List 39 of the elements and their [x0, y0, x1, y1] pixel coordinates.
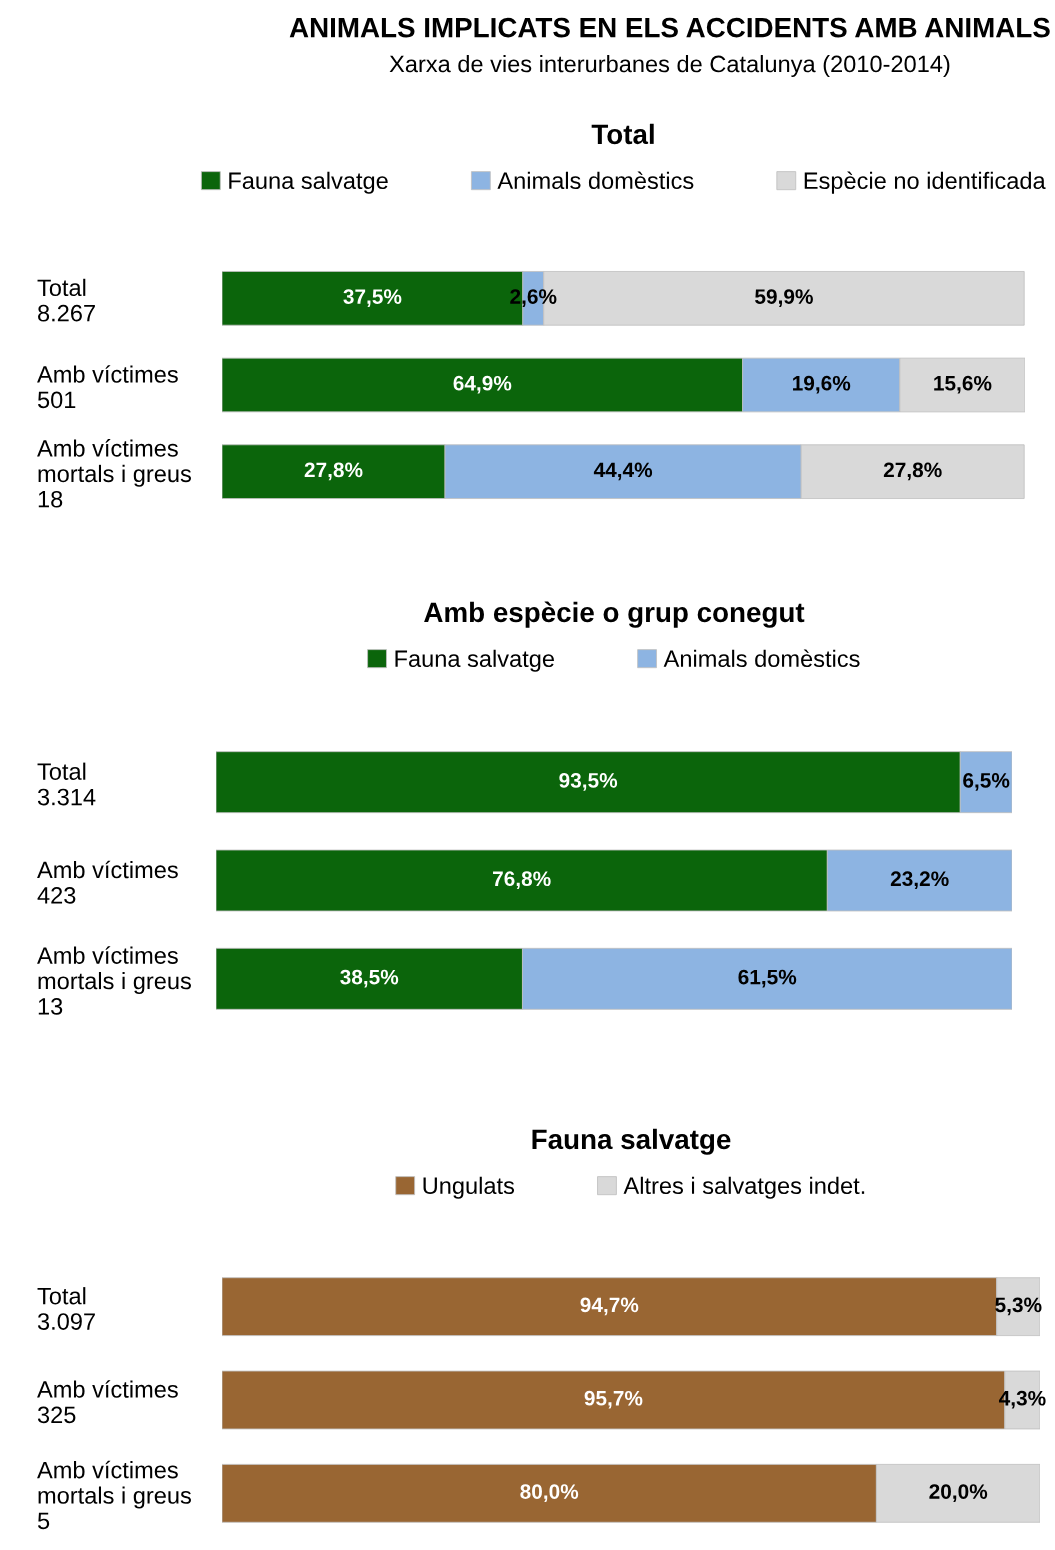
y-tick-label: Amb víctimes mortals i greus 5	[37, 1460, 191, 1530]
data-label: 93,5%	[559, 773, 618, 791]
data-label: 76,8%	[493, 871, 551, 890]
y-tick-label: Total 8.267	[37, 278, 95, 322]
y-tick-label: Amb víctimes 325	[37, 1380, 178, 1424]
y-tick-label: Total 3.097	[37, 1287, 95, 1330]
data-label: 27,8%	[304, 462, 363, 481]
data-label: 19,6%	[793, 375, 851, 394]
legend-label: Animals domèstics	[497, 171, 694, 190]
legend-label: Ungulats	[423, 1176, 515, 1199]
legend-label: Fauna salvatge	[395, 649, 554, 672]
chart-title: Amb espècie o grup conegut	[424, 601, 805, 628]
legend-label: Altres i salvatges indet.	[623, 1176, 865, 1199]
data-label: 27,8%	[883, 462, 942, 481]
data-label: 38,5%	[340, 969, 399, 988]
chart-title: Fauna salvatge	[532, 1128, 731, 1155]
legend-label: Animals domèstics	[663, 649, 860, 668]
data-label: 44,4%	[593, 462, 653, 481]
data-label: 23,2%	[890, 871, 949, 890]
text: ANIMALS IMPLICATS EN ELS ACCIDENTS AMB ANIMALS	[289, 17, 1050, 38]
data-label: 15,6%	[934, 375, 992, 394]
data-label: 20,0%	[929, 1484, 988, 1502]
data-label: 37,5%	[343, 289, 402, 307]
y-tick-label: Total 3.314	[37, 762, 96, 806]
data-label: 6,5%	[963, 773, 1010, 791]
y-tick-label: Amb víctimes mortals i greus 18	[37, 439, 191, 508]
data-label: 59,9%	[755, 289, 813, 307]
data-label: 95,7%	[584, 1390, 643, 1409]
text: Xarxa de vies interurbanes de Catalunya (2010-2014)	[389, 55, 950, 77]
data-label: 80,0%	[520, 1484, 579, 1502]
legend-label: Fauna salvatge	[229, 171, 388, 194]
y-tick-label: Amb víctimes 423	[37, 860, 178, 904]
y-tick-label: Amb víctimes 501	[37, 365, 178, 409]
data-label: 94,7%	[580, 1297, 639, 1316]
data-label: 64,9%	[453, 375, 512, 394]
data-label: 61,5%	[738, 969, 797, 988]
legend-label: Espècie no identificada	[804, 171, 1046, 194]
y-tick-label: Amb víctimes mortals i greus 13	[37, 946, 191, 1015]
chart-title: Total	[591, 123, 654, 145]
